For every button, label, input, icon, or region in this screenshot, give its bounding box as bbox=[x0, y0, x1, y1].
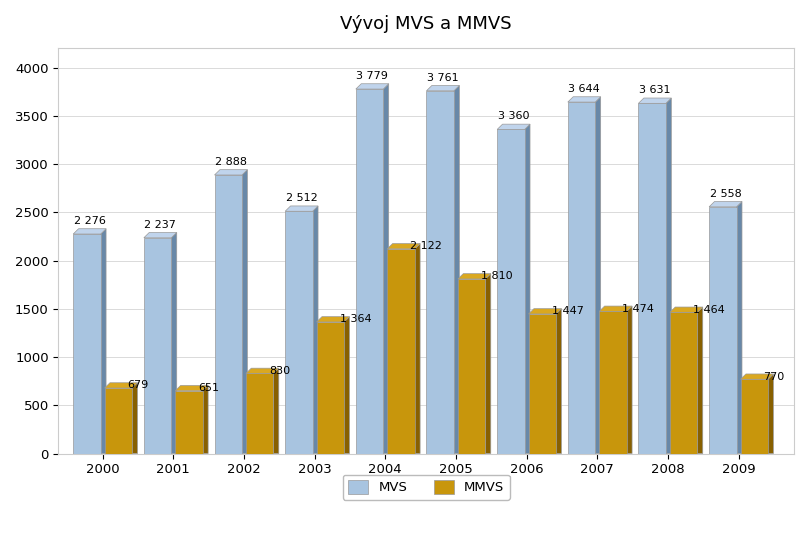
Text: 1 447: 1 447 bbox=[552, 306, 583, 316]
Polygon shape bbox=[454, 85, 460, 454]
Polygon shape bbox=[740, 374, 773, 379]
Polygon shape bbox=[203, 386, 208, 454]
Polygon shape bbox=[709, 207, 736, 454]
Polygon shape bbox=[498, 124, 530, 129]
Polygon shape bbox=[666, 98, 671, 454]
Polygon shape bbox=[73, 234, 100, 454]
Polygon shape bbox=[528, 309, 561, 314]
Polygon shape bbox=[388, 249, 415, 454]
Polygon shape bbox=[415, 244, 420, 454]
Polygon shape bbox=[599, 306, 632, 311]
Polygon shape bbox=[498, 129, 524, 454]
Polygon shape bbox=[670, 307, 703, 312]
Polygon shape bbox=[73, 229, 106, 234]
Polygon shape bbox=[740, 379, 768, 454]
Polygon shape bbox=[599, 311, 627, 454]
Text: 3 644: 3 644 bbox=[569, 84, 600, 94]
Polygon shape bbox=[426, 91, 454, 454]
Text: 2 558: 2 558 bbox=[709, 189, 741, 199]
Text: 2 512: 2 512 bbox=[286, 193, 317, 203]
Text: 2 122: 2 122 bbox=[410, 241, 443, 251]
Polygon shape bbox=[556, 309, 561, 454]
Polygon shape bbox=[736, 201, 742, 454]
Polygon shape bbox=[214, 170, 248, 175]
Polygon shape bbox=[595, 97, 600, 454]
Polygon shape bbox=[144, 233, 176, 238]
Text: 2 237: 2 237 bbox=[144, 219, 176, 229]
Polygon shape bbox=[132, 383, 138, 454]
Text: 770: 770 bbox=[764, 372, 785, 382]
Polygon shape bbox=[709, 201, 742, 207]
Polygon shape bbox=[568, 102, 595, 454]
Polygon shape bbox=[246, 368, 279, 373]
Polygon shape bbox=[638, 98, 671, 103]
Polygon shape bbox=[316, 322, 344, 454]
Polygon shape bbox=[485, 274, 491, 454]
Polygon shape bbox=[316, 317, 349, 322]
Text: 1 474: 1 474 bbox=[622, 304, 654, 313]
Text: 1 810: 1 810 bbox=[481, 271, 513, 281]
Text: 3 360: 3 360 bbox=[498, 111, 529, 121]
Text: 830: 830 bbox=[269, 366, 290, 376]
Polygon shape bbox=[356, 84, 388, 89]
Title: Vývoj MVS a MMVS: Vývoj MVS a MMVS bbox=[341, 15, 512, 33]
Polygon shape bbox=[458, 279, 485, 454]
Text: 1 464: 1 464 bbox=[693, 305, 725, 315]
Polygon shape bbox=[356, 89, 383, 454]
Polygon shape bbox=[273, 368, 279, 454]
Text: 3 779: 3 779 bbox=[356, 71, 388, 81]
Text: 3 761: 3 761 bbox=[427, 73, 459, 82]
Polygon shape bbox=[524, 124, 530, 454]
Text: 3 631: 3 631 bbox=[639, 85, 671, 95]
Polygon shape bbox=[426, 85, 460, 91]
Polygon shape bbox=[285, 206, 318, 211]
Polygon shape bbox=[100, 229, 106, 454]
Text: 2 888: 2 888 bbox=[215, 157, 247, 167]
Polygon shape bbox=[176, 390, 203, 454]
Polygon shape bbox=[528, 314, 556, 454]
Text: 2 276: 2 276 bbox=[74, 216, 105, 226]
Polygon shape bbox=[246, 373, 273, 454]
Text: 679: 679 bbox=[128, 381, 149, 390]
Polygon shape bbox=[285, 211, 312, 454]
Text: 651: 651 bbox=[198, 383, 219, 393]
Polygon shape bbox=[144, 238, 172, 454]
Polygon shape bbox=[388, 244, 420, 249]
Polygon shape bbox=[172, 233, 176, 454]
Polygon shape bbox=[214, 175, 242, 454]
Legend: MVS, MMVS: MVS, MMVS bbox=[343, 475, 510, 499]
Polygon shape bbox=[312, 206, 318, 454]
Polygon shape bbox=[768, 374, 773, 454]
Polygon shape bbox=[104, 383, 138, 388]
Polygon shape bbox=[627, 306, 632, 454]
Polygon shape bbox=[458, 274, 491, 279]
Polygon shape bbox=[242, 170, 248, 454]
Polygon shape bbox=[568, 97, 600, 102]
Polygon shape bbox=[638, 103, 666, 454]
Text: 1 364: 1 364 bbox=[340, 315, 371, 324]
Polygon shape bbox=[670, 312, 697, 454]
Polygon shape bbox=[383, 84, 388, 454]
Polygon shape bbox=[344, 317, 349, 454]
Polygon shape bbox=[697, 307, 703, 454]
Polygon shape bbox=[104, 388, 132, 454]
Polygon shape bbox=[176, 386, 208, 390]
